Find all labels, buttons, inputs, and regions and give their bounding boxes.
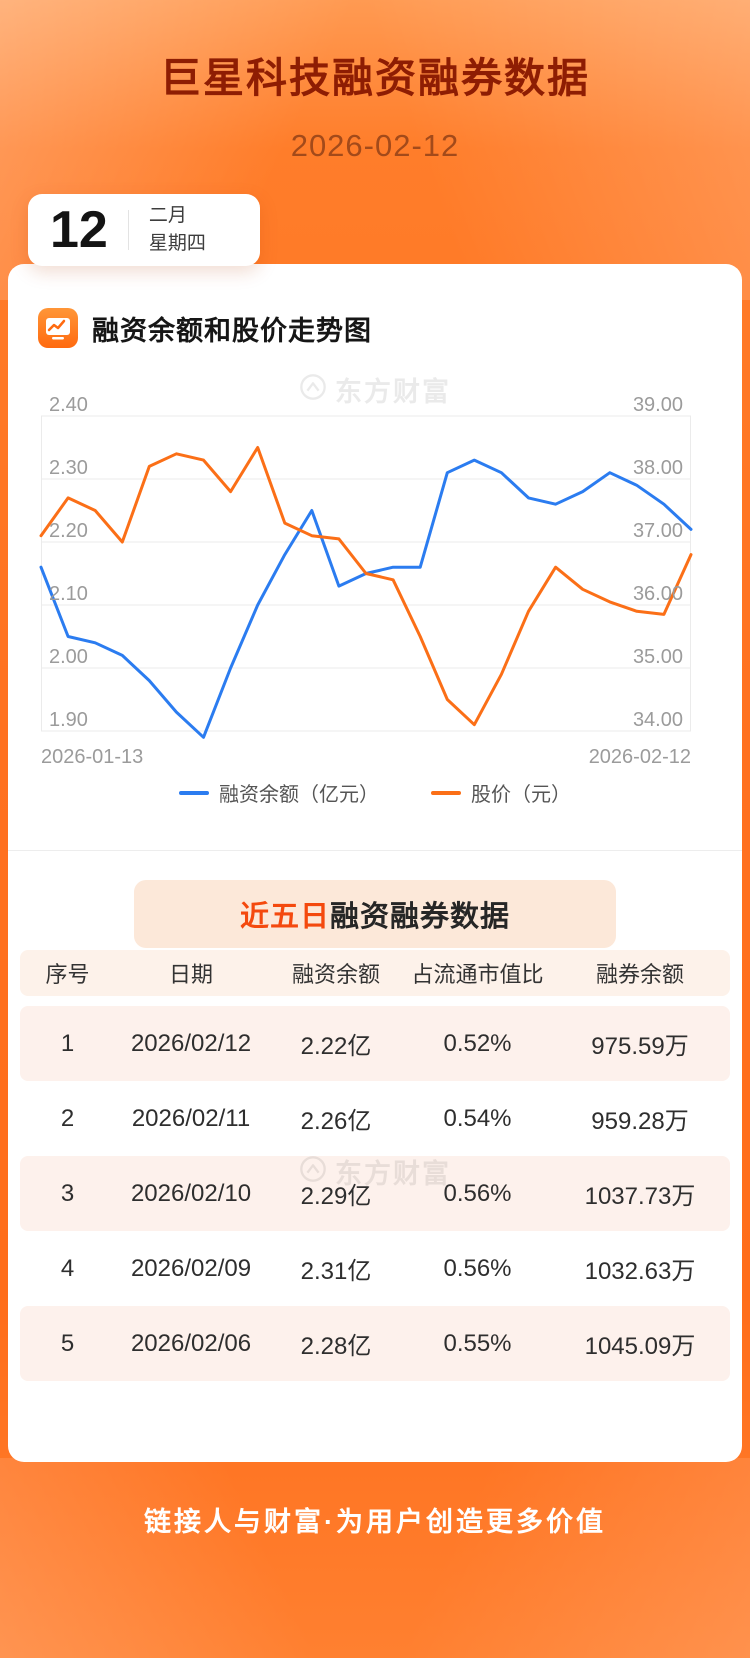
legend-item: 股价（元） bbox=[431, 778, 571, 807]
table-cell: 2.28亿 bbox=[300, 1333, 372, 1360]
chart-section-heading: 融资余额和股价走势图 bbox=[38, 308, 372, 348]
table-cell: 2.26亿 bbox=[300, 1108, 372, 1135]
table-header-cell: 日期 bbox=[168, 962, 213, 987]
watermark-text: 东方财富 bbox=[335, 377, 451, 407]
right-axis-tick: 37.00 bbox=[632, 520, 683, 542]
right-axis-tick: 35.00 bbox=[632, 646, 683, 668]
bottom-background-decoration bbox=[0, 1458, 750, 1658]
date-badge-month: 二月 bbox=[148, 204, 187, 226]
table-cell: 0.56% bbox=[443, 1179, 512, 1207]
table-cell: 1 bbox=[60, 1029, 75, 1057]
table-header-cell: 占流通市值比 bbox=[411, 962, 544, 987]
header: 巨星科技融资融券数据 2026-02-12 bbox=[0, 44, 750, 164]
left-axis-tick: 2.10 bbox=[49, 583, 88, 605]
table-row: 1 2026/02/12 2.22亿 0.52% 975.59万 bbox=[20, 1006, 730, 1081]
x-axis-label-start: 2026-01-13 bbox=[41, 746, 144, 768]
table-cell: 2026/02/09 bbox=[130, 1254, 252, 1282]
chart-area: 2026-01-13 2026-02-12 2.40 2.30 2.20 2.10 2.… bbox=[39, 394, 693, 768]
page-title: 巨星科技融资融券数据 bbox=[160, 55, 590, 101]
table-cell: 1037.73万 bbox=[584, 1183, 696, 1210]
legend-line-swatch bbox=[179, 790, 209, 795]
right-axis-tick: 39.00 bbox=[632, 394, 683, 416]
table-cell: 4 bbox=[60, 1254, 75, 1282]
footer-slogan: 链接人与财富·为用户创造更多价值 bbox=[144, 1507, 606, 1537]
table-cell: 2026/02/06 bbox=[130, 1329, 252, 1357]
table-title-rest: 融资融券数据 bbox=[330, 901, 511, 933]
table-row: 4 2026/02/09 2.31亿 0.56% 1032.63万 bbox=[20, 1231, 730, 1306]
table-body: 1 2026/02/12 2.22亿 0.52% 975.59万 2 2026/02/11 2… bbox=[20, 1006, 730, 1381]
left-axis-tick: 2.40 bbox=[49, 394, 88, 416]
x-axis-label-end: 2026-02-12 bbox=[588, 746, 691, 768]
table-cell: 2.22亿 bbox=[300, 1033, 372, 1060]
table-cell: 2.31亿 bbox=[300, 1258, 372, 1285]
content-card: 融资余额和股价走势图 东方财富 2026-01-13 2026-02-12 2.… bbox=[8, 264, 742, 1462]
header-date: 2026-02-12 bbox=[290, 128, 460, 163]
table-cell: 2.29亿 bbox=[300, 1183, 372, 1210]
trend-chart-icon bbox=[38, 308, 78, 348]
legend-label: 股价（元） bbox=[471, 784, 571, 806]
table-cell: 975.59万 bbox=[591, 1033, 689, 1060]
right-axis-tick: 34.00 bbox=[632, 709, 683, 731]
table-row: 3 2026/02/10 2.29亿 0.56% 1037.73万 bbox=[20, 1156, 730, 1231]
table-cell: 3 bbox=[60, 1179, 75, 1207]
table-title: 近五日融资融券数据 bbox=[8, 880, 742, 948]
right-axis-tick: 38.00 bbox=[632, 457, 683, 479]
table-header-cell: 序号 bbox=[45, 962, 90, 987]
table-header-row: 序号 日期 融资余额 占流通市值比 融券余额 bbox=[20, 950, 730, 996]
date-badge-weekday: 星期四 bbox=[148, 233, 206, 254]
section-divider bbox=[8, 850, 742, 851]
table-header-cell: 融资余额 bbox=[291, 962, 380, 987]
line-chart bbox=[39, 415, 693, 739]
legend-label: 融资余额（亿元） bbox=[219, 784, 379, 806]
table-header-cell: 融券余额 bbox=[595, 962, 684, 987]
table-cell: 0.56% bbox=[443, 1254, 512, 1282]
legend-line-swatch bbox=[431, 790, 461, 795]
legend-item: 融资余额（亿元） bbox=[179, 778, 379, 807]
table-cell: 5 bbox=[60, 1329, 75, 1357]
chart-section-title: 融资余额和股价走势图 bbox=[92, 315, 372, 346]
left-axis-tick: 1.90 bbox=[49, 709, 88, 731]
chart-legend: 融资余额（亿元） 股价（元） bbox=[8, 778, 742, 807]
date-badge-month-weekday: 二月 星期四 bbox=[149, 202, 206, 259]
left-axis-tick: 2.20 bbox=[49, 520, 88, 542]
right-axis-tick: 36.00 bbox=[632, 583, 683, 605]
table-row: 2 2026/02/11 2.26亿 0.54% 959.28万 bbox=[20, 1081, 730, 1156]
table-cell: 1032.63万 bbox=[584, 1258, 696, 1285]
table-cell: 2026/02/10 bbox=[130, 1179, 252, 1207]
watermark-chart: 东方财富 bbox=[8, 370, 742, 409]
eastmoney-logo-icon bbox=[299, 373, 327, 406]
table-cell: 0.55% bbox=[443, 1329, 512, 1357]
left-axis-tick: 2.30 bbox=[49, 457, 88, 479]
table-cell: 2 bbox=[60, 1104, 75, 1132]
table-cell: 0.52% bbox=[443, 1029, 512, 1057]
table-cell: 1045.09万 bbox=[584, 1333, 696, 1360]
date-badge: 12 二月 星期四 bbox=[28, 194, 260, 266]
left-axis-tick: 2.00 bbox=[49, 646, 88, 668]
margin-data-table: 序号 日期 融资余额 占流通市值比 融券余额 1 2026/02/12 2.22亿 0.52%… bbox=[20, 950, 730, 1381]
table-row: 5 2026/02/06 2.28亿 0.55% 1045.09万 bbox=[20, 1306, 730, 1381]
table-cell: 2026/02/11 bbox=[131, 1104, 251, 1132]
table-cell: 2026/02/12 bbox=[130, 1029, 252, 1057]
table-title-highlight: 近五日 bbox=[239, 901, 330, 933]
date-badge-divider bbox=[127, 210, 129, 250]
table-cell: 959.28万 bbox=[591, 1108, 689, 1135]
table-title-pill: 近五日融资融券数据 bbox=[133, 880, 617, 948]
date-badge-day: 12 bbox=[50, 201, 108, 259]
table-cell: 0.54% bbox=[443, 1104, 512, 1132]
